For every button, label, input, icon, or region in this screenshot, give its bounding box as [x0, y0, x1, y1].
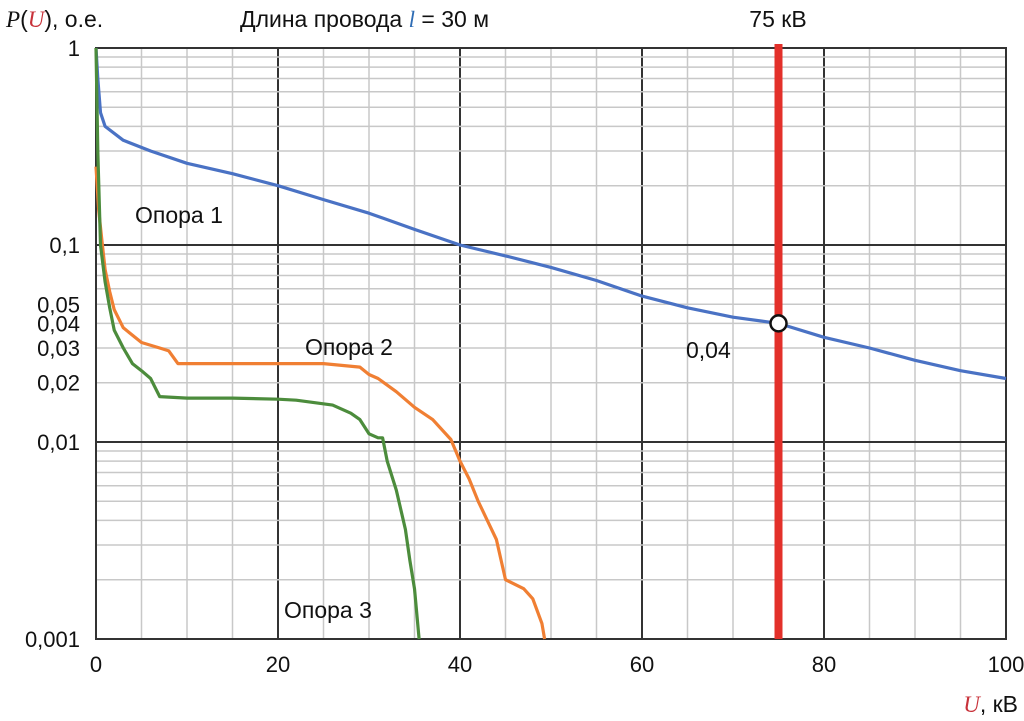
y-tick-label: 0,03: [37, 336, 80, 361]
reference-line-label: 75 кВ: [749, 6, 806, 32]
x-axis-label: U, кВ: [963, 691, 1018, 717]
series-line-opora-2: [94, 166, 547, 640]
x-tick-label: 0: [90, 652, 102, 677]
intersection-marker: [769, 314, 788, 333]
x-tick-label: 80: [812, 652, 836, 677]
y-tick-label: 1: [68, 36, 80, 61]
x-tick-labels: 0 20 40 60 80 100: [90, 652, 1024, 677]
series-label-opora-3: Опора 3: [284, 597, 372, 623]
x-tick-label: 40: [448, 652, 472, 677]
x-tick-label: 100: [988, 652, 1024, 677]
y-tick-label: 0,001: [25, 627, 80, 652]
plot-frame: [95, 47, 1007, 640]
y-tick-label: 0,05: [37, 292, 80, 317]
y-tick-labels: 1 0,1 0,050,040,03 0,02 0,01 0,001: [25, 36, 80, 652]
marker-value-label: 0,04: [686, 337, 731, 363]
y-tick-label: 0,04: [37, 311, 80, 336]
x-tick-label: 60: [630, 652, 654, 677]
series-label-opora-1: Опора 1: [135, 202, 223, 228]
grid: [95, 47, 1007, 640]
x-tick-label: 20: [266, 652, 290, 677]
series-label-opora-2: Опора 2: [305, 334, 393, 360]
chart-title: Длина провода l = 30 м: [240, 6, 489, 32]
y-tick-label: 0,1: [49, 233, 80, 258]
y-axis-label: P(U), о.е.: [5, 6, 103, 32]
series-line-opora-3: [94, 47, 421, 640]
series-layer: [94, 47, 1007, 640]
reference-line-layer: [769, 44, 788, 639]
series-line-opora-1: [94, 47, 1007, 381]
y-tick-label: 0,02: [37, 371, 80, 396]
y-tick-label: 0,01: [37, 430, 80, 455]
